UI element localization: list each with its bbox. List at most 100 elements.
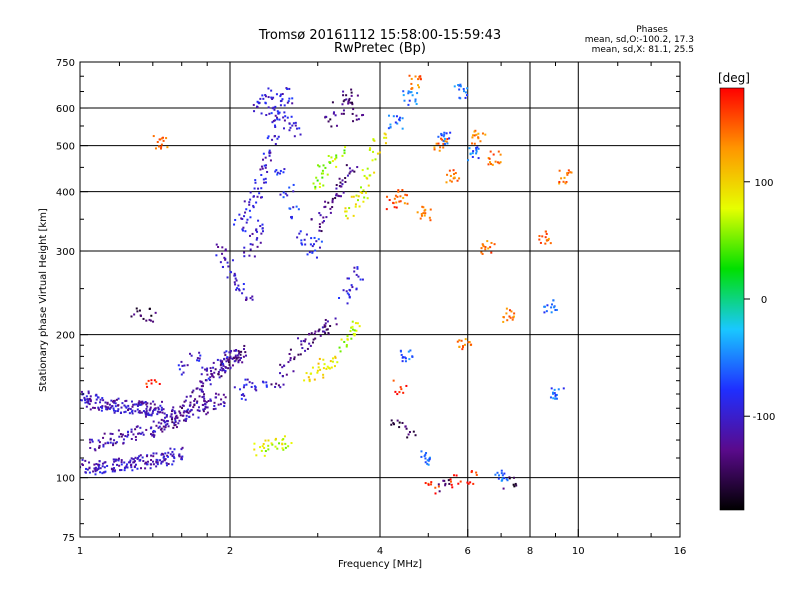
data-point	[318, 246, 321, 249]
data-point	[175, 414, 178, 417]
data-point	[286, 101, 289, 104]
data-point	[288, 87, 291, 90]
data-point	[286, 88, 289, 91]
data-point	[393, 423, 396, 426]
data-point	[297, 208, 300, 211]
data-point	[179, 412, 182, 415]
data-point	[158, 425, 161, 428]
data-point	[180, 456, 183, 459]
data-point	[160, 453, 163, 456]
data-point	[502, 320, 505, 323]
data-point	[323, 330, 326, 333]
data-point	[277, 135, 280, 138]
data-point	[84, 459, 87, 462]
data-point	[150, 382, 153, 385]
data-point	[156, 413, 159, 416]
data-point	[198, 359, 201, 362]
data-point	[99, 401, 102, 404]
data-point	[489, 150, 492, 153]
data-point	[243, 251, 246, 254]
data-point	[169, 453, 172, 456]
data-point	[358, 325, 361, 328]
data-point	[513, 312, 516, 315]
data-point	[268, 154, 271, 157]
data-point	[150, 414, 153, 417]
data-point	[222, 401, 225, 404]
data-point	[250, 385, 253, 388]
data-point	[151, 433, 154, 436]
data-point	[109, 441, 112, 444]
data-point	[291, 124, 294, 127]
data-point	[344, 207, 347, 210]
data-point	[546, 304, 549, 307]
data-point	[472, 150, 475, 153]
data-point	[475, 148, 478, 151]
colorbar-tick-label: -100	[753, 412, 776, 423]
data-point	[101, 397, 104, 400]
data-point	[426, 459, 429, 462]
data-point	[259, 225, 262, 228]
data-point	[178, 368, 181, 371]
data-point	[189, 401, 192, 404]
data-point	[347, 102, 350, 105]
data-point	[496, 161, 499, 164]
data-point	[165, 137, 168, 140]
data-point	[101, 462, 104, 465]
data-point	[174, 423, 177, 426]
data-point	[124, 405, 127, 408]
data-point	[351, 286, 354, 289]
data-point	[345, 164, 348, 167]
data-point	[265, 114, 268, 117]
data-point	[322, 220, 325, 223]
data-point	[244, 230, 247, 233]
data-point	[88, 397, 91, 400]
data-point	[466, 87, 469, 90]
data-point	[134, 463, 137, 466]
data-point	[242, 226, 245, 229]
data-point	[181, 446, 184, 449]
data-point	[443, 133, 446, 136]
data-point	[499, 153, 502, 156]
data-point	[452, 173, 455, 176]
data-point	[136, 457, 139, 460]
data-point	[128, 461, 131, 464]
data-point	[115, 458, 118, 461]
data-point	[511, 318, 514, 321]
data-point	[545, 310, 548, 313]
data-point	[112, 409, 115, 412]
data-point	[501, 477, 504, 480]
data-point	[228, 351, 231, 354]
data-point	[347, 100, 350, 103]
data-point	[101, 405, 104, 408]
data-point	[314, 187, 317, 190]
data-point	[192, 413, 195, 416]
data-point	[500, 469, 503, 472]
data-point	[338, 177, 341, 180]
data-point	[423, 455, 426, 458]
data-point	[260, 165, 263, 168]
colorbar-label: [deg]	[718, 71, 750, 85]
data-point	[261, 94, 264, 97]
data-point	[262, 442, 265, 445]
data-point	[252, 206, 255, 209]
data-point	[159, 411, 162, 414]
data-point	[236, 287, 239, 290]
data-point	[461, 348, 464, 351]
data-point	[125, 406, 128, 409]
data-point	[248, 203, 251, 206]
data-point	[253, 187, 256, 190]
data-point	[215, 254, 218, 257]
data-point	[449, 131, 452, 134]
data-point	[399, 116, 402, 119]
data-point	[468, 147, 471, 150]
data-point	[227, 361, 230, 364]
data-point	[357, 118, 360, 121]
data-point	[271, 98, 274, 101]
data-point	[414, 75, 417, 78]
data-point	[287, 100, 290, 103]
data-point	[130, 466, 133, 469]
data-point	[356, 166, 359, 169]
data-point	[142, 410, 145, 413]
data-point	[352, 332, 355, 335]
data-point	[201, 385, 204, 388]
